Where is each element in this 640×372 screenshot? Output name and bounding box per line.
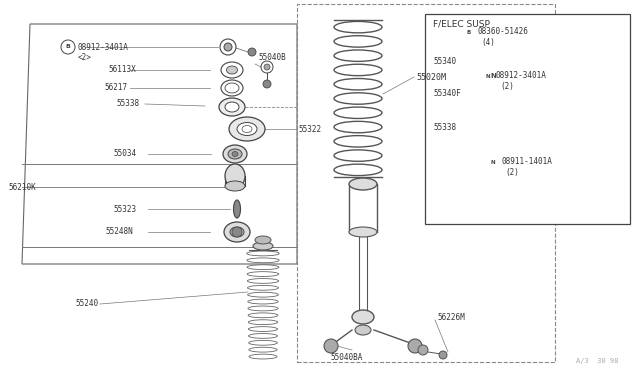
Text: B: B [467,29,471,35]
Ellipse shape [479,58,497,70]
Text: 55322: 55322 [298,125,321,134]
Ellipse shape [470,108,530,146]
Text: 08912-3401A: 08912-3401A [77,42,128,51]
Circle shape [263,80,271,88]
Text: B: B [65,45,70,49]
Bar [425,14,630,224]
Ellipse shape [237,122,257,135]
Ellipse shape [483,116,517,138]
Circle shape [525,24,535,34]
Ellipse shape [229,117,265,141]
Ellipse shape [219,98,245,116]
Ellipse shape [253,242,273,250]
Ellipse shape [355,325,371,335]
Circle shape [439,351,447,359]
Text: 56210K: 56210K [8,183,36,192]
Ellipse shape [224,222,250,242]
Text: 08360-51426: 08360-51426 [477,28,528,36]
Bar [297,4,555,362]
Text: 55338: 55338 [116,99,139,109]
Ellipse shape [491,90,505,99]
Text: 55240: 55240 [75,299,98,308]
Circle shape [224,43,232,51]
Ellipse shape [472,53,504,75]
Ellipse shape [228,149,242,159]
Ellipse shape [255,236,271,244]
Text: 55040BA: 55040BA [330,353,362,362]
Ellipse shape [223,145,247,163]
Text: N: N [490,73,496,79]
Text: 55338: 55338 [433,122,456,131]
Ellipse shape [225,181,245,191]
Ellipse shape [232,151,238,157]
Ellipse shape [234,200,241,218]
Circle shape [418,345,428,355]
Circle shape [248,48,256,56]
Text: 55020M: 55020M [416,73,446,81]
Text: (4): (4) [481,38,495,46]
Ellipse shape [525,37,535,45]
Text: <2>: <2> [78,52,92,61]
Text: 08912-3401A: 08912-3401A [496,71,547,80]
Text: N: N [491,160,495,164]
Text: 08911-1401A: 08911-1401A [501,157,552,167]
Text: 55034: 55034 [113,150,136,158]
Text: 55040B: 55040B [258,52,285,61]
Ellipse shape [349,227,377,237]
Ellipse shape [230,227,244,237]
Text: 55248N: 55248N [105,228,132,237]
Text: 55340: 55340 [433,58,456,67]
Text: 55323: 55323 [113,205,136,214]
Text: N: N [486,74,490,78]
Circle shape [531,72,539,80]
Text: (2): (2) [500,81,514,90]
Text: F/ELEC SUSP: F/ELEC SUSP [433,19,490,29]
Circle shape [264,64,270,70]
Text: 56226M: 56226M [437,312,465,321]
Circle shape [474,85,482,93]
Circle shape [324,339,338,353]
Text: 56113X: 56113X [108,65,136,74]
Ellipse shape [225,102,239,112]
Ellipse shape [526,48,534,54]
Circle shape [516,158,524,166]
Circle shape [232,227,242,237]
Ellipse shape [225,164,245,188]
Ellipse shape [349,178,377,190]
Text: (2): (2) [505,167,519,176]
Circle shape [408,339,422,353]
Text: 55340F: 55340F [433,90,461,99]
Text: A/3  30 98: A/3 30 98 [575,358,618,364]
Ellipse shape [227,66,237,74]
Ellipse shape [352,310,374,324]
Circle shape [455,54,465,64]
Text: 56217: 56217 [104,83,127,93]
